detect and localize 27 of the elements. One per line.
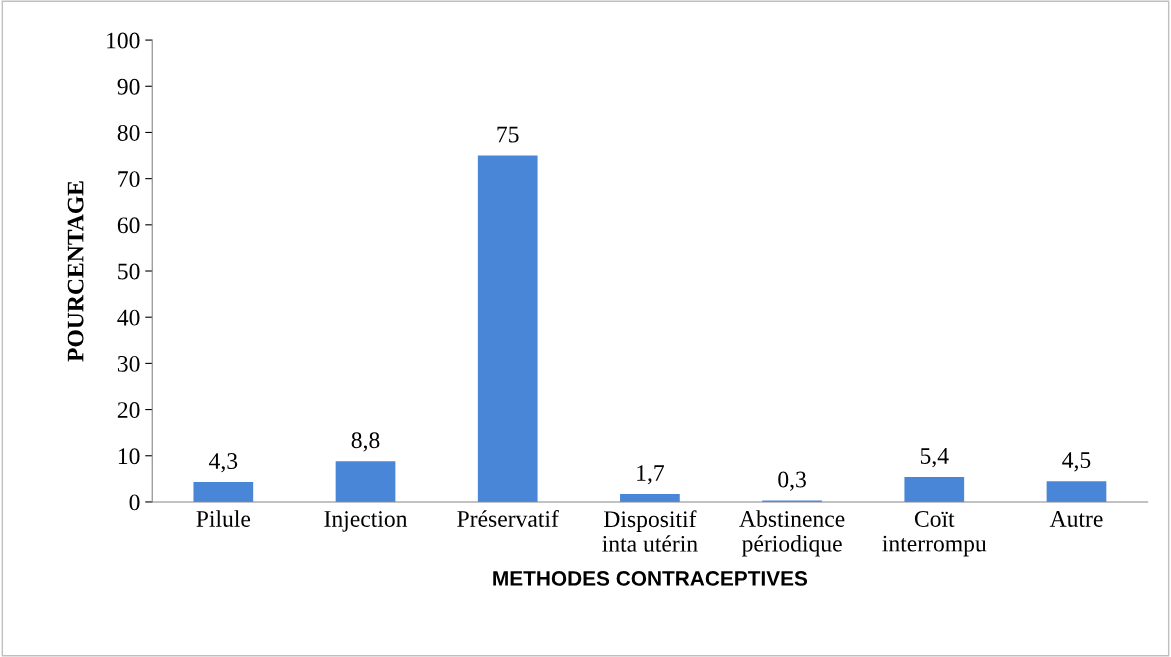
y-tick-label: 60: [117, 217, 140, 234]
data-label: 8,8: [351, 432, 380, 452]
data-label: 0,3: [778, 471, 806, 491]
y-tick-label: 30: [117, 355, 140, 372]
x-tick-label: Coït interrompu: [882, 511, 987, 557]
x-tick-label: Injection: [324, 511, 408, 532]
y-tick-label: 10: [118, 448, 140, 465]
y-tick-label: 0: [129, 494, 140, 511]
data-label: 4,5: [1062, 452, 1091, 472]
x-tick-label: Abstinence périodique: [739, 510, 845, 557]
data-label: 75: [497, 126, 519, 143]
x-tick-label: Préservatif: [457, 510, 559, 527]
data-label: 5,4: [920, 448, 949, 468]
y-axis-title: POURCENTAGE: [67, 181, 84, 362]
y-tick-label: 40: [117, 309, 140, 326]
x-tick-label: Autre: [1049, 511, 1103, 527]
y-tick-label: 100: [107, 32, 140, 49]
data-label: 4,3: [209, 453, 238, 473]
y-tick-label: 50: [118, 263, 140, 280]
y-tick-label: 80: [117, 124, 140, 141]
y-tick-label: 90: [117, 78, 140, 95]
y-tick-label: 20: [117, 402, 140, 418]
x-axis-title: METHODES CONTRACEPTIVES: [493, 571, 808, 586]
y-tick-label: 70: [118, 171, 140, 188]
x-tick-label: Dispositif inta utérin: [602, 510, 698, 552]
x-tick-label: Pilule: [196, 510, 251, 527]
data-label: 1,7: [637, 465, 664, 485]
